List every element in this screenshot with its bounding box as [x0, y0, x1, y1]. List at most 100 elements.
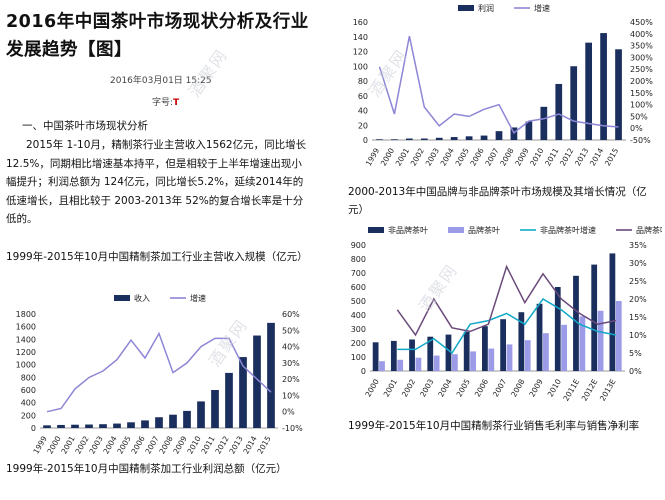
bar-利润	[435, 137, 443, 140]
bar-收入	[253, 335, 261, 428]
bar-收入	[141, 420, 149, 428]
bar-品牌茶叶	[579, 316, 586, 371]
x-tick-label: 2002	[409, 146, 426, 167]
chart-profit: 0 20 40 60 80 100 120 140 160 -50% 0% 50% 100% 150% 20…	[353, 3, 654, 168]
bar-利润	[480, 135, 488, 140]
y-tick-right: 0%	[629, 367, 642, 376]
legend-label: 增速	[190, 293, 206, 303]
y-tick-left: 160	[353, 18, 368, 27]
article-paragraph: 2015年 1-10月，精制茶行业主营收入1562亿元，同比增长 12.5%，同…	[6, 139, 307, 226]
section-heading: 一、中国茶叶市场现状分析	[22, 120, 148, 132]
caption-profit: 1999年-2015年10月中国精制茶加工行业利润总额（亿元）	[6, 463, 287, 475]
bar-非品牌茶叶	[591, 264, 598, 371]
y-tick-left: 0	[363, 136, 368, 145]
x-tick-label: 2006	[473, 377, 490, 398]
legend-label: 非品牌茶叶增速	[540, 225, 596, 235]
bar-品牌茶叶	[615, 301, 622, 371]
font-size-control[interactable]: 字号:T	[152, 95, 179, 108]
publish-date: 2016年03月01日 15:25	[110, 76, 212, 86]
x-tick-label: 2015	[255, 434, 272, 455]
font-size-label: 字号:	[152, 98, 174, 108]
y-tick-left: 800	[21, 373, 36, 382]
bar-品牌茶叶	[397, 359, 404, 371]
x-tick-label: 1999	[364, 146, 381, 167]
y-tick-left: 800	[351, 255, 366, 264]
x-tick-label: 2004	[436, 377, 453, 398]
bar-利润	[615, 49, 622, 140]
bar-收入	[169, 414, 177, 428]
bar-非品牌茶叶	[518, 312, 525, 371]
x-tick-label: 2006	[468, 146, 485, 167]
y-tick-left: 600	[21, 386, 36, 395]
y-tick-left: 20	[358, 121, 368, 130]
bar-收入	[57, 424, 65, 428]
y-tick-right: 200%	[630, 77, 653, 86]
bar-品牌茶叶	[488, 348, 495, 371]
x-tick-label: 2010	[546, 377, 563, 398]
x-tick-label: 2008	[509, 377, 526, 398]
bar-品牌茶叶	[543, 333, 549, 371]
article-title: 2016年中国茶叶市场现状分析及行业发展趋势【图】	[6, 12, 309, 60]
series-line-增速	[46, 331, 272, 413]
bar-非品牌茶叶	[372, 342, 379, 371]
legend-label: 收入	[134, 293, 150, 303]
bar-收入	[85, 424, 93, 428]
y-tick-right: 50%	[282, 326, 300, 335]
bar-利润	[570, 66, 578, 140]
bar-品牌茶叶	[379, 361, 385, 371]
series-line-品牌茶叶增速	[396, 264, 617, 337]
x-tick-label: 2010	[528, 146, 545, 167]
legend-swatch	[368, 227, 384, 233]
y-tick-left: 120	[353, 48, 368, 57]
y-tick-left: 1200	[16, 348, 36, 357]
bar-品牌茶叶	[433, 355, 440, 371]
bar-收入	[197, 401, 205, 428]
bar-品牌茶叶	[597, 310, 604, 371]
y-tick-right: 25%	[629, 277, 647, 286]
y-tick-right: 450%	[630, 18, 653, 27]
y-tick-right: 10%	[629, 331, 647, 340]
caption-revenue: 1999年-2015年10月中国精制茶加工行业主营收入规模（亿元）	[6, 251, 308, 263]
y-tick-right: -50%	[630, 136, 651, 145]
bar-利润	[420, 138, 428, 140]
font-size-icon[interactable]: T	[173, 98, 180, 108]
legend-label: 品牌茶叶	[468, 225, 500, 235]
y-tick-right: 10%	[282, 391, 300, 400]
x-tick-label: 2013E	[598, 377, 618, 402]
bar-利润	[405, 138, 413, 140]
x-tick-label: 2009	[513, 146, 530, 167]
bar-非品牌茶叶	[445, 334, 452, 371]
y-tick-left: 100	[353, 62, 368, 71]
y-tick-left: 0	[31, 424, 36, 433]
legend-swatch	[114, 295, 130, 301]
caption-brand: 2000-2013年中国品牌与非品牌茶叶市场规模及其增长情况（亿元）	[348, 186, 647, 216]
bar-利润	[495, 131, 503, 140]
y-tick-right: 20%	[629, 295, 647, 304]
x-tick-label: 2002	[400, 377, 417, 398]
x-tick-label: 2001	[394, 146, 411, 167]
bar-收入	[43, 425, 51, 428]
bar-利润	[525, 121, 533, 140]
y-tick-left: 0	[361, 367, 366, 376]
chart-revenue: 0 200 400 600 800 1000 1200 1400 1600 1800 -10% 0% 1…	[16, 293, 303, 456]
x-tick-label: 2012	[558, 146, 575, 167]
bar-收入	[113, 423, 121, 428]
x-tick-label: 2011	[543, 146, 560, 167]
y-tick-right: 0%	[282, 408, 295, 417]
bar-非品牌茶叶	[500, 319, 507, 371]
bar-非品牌茶叶	[427, 336, 434, 371]
bar-利润	[555, 83, 563, 140]
legend-label: 品牌茶叶增速	[636, 225, 662, 235]
y-tick-left: 200	[351, 339, 366, 348]
bar-非品牌茶叶	[409, 339, 415, 371]
y-tick-left: 400	[21, 399, 36, 408]
y-tick-left: 500	[351, 297, 366, 306]
x-tick-label: 2013	[573, 146, 590, 167]
x-tick-label: 2011E	[561, 377, 581, 402]
y-tick-left: 1000	[16, 361, 36, 370]
bar-利润	[450, 137, 458, 140]
chart-brand: 0 100 200 300 400 500 600 700 800 900 0% 5% 10% 15% 20…	[351, 225, 662, 403]
y-tick-left: 100	[351, 353, 366, 362]
legend-swatch	[458, 5, 474, 11]
x-tick-label: 2009	[527, 377, 544, 398]
